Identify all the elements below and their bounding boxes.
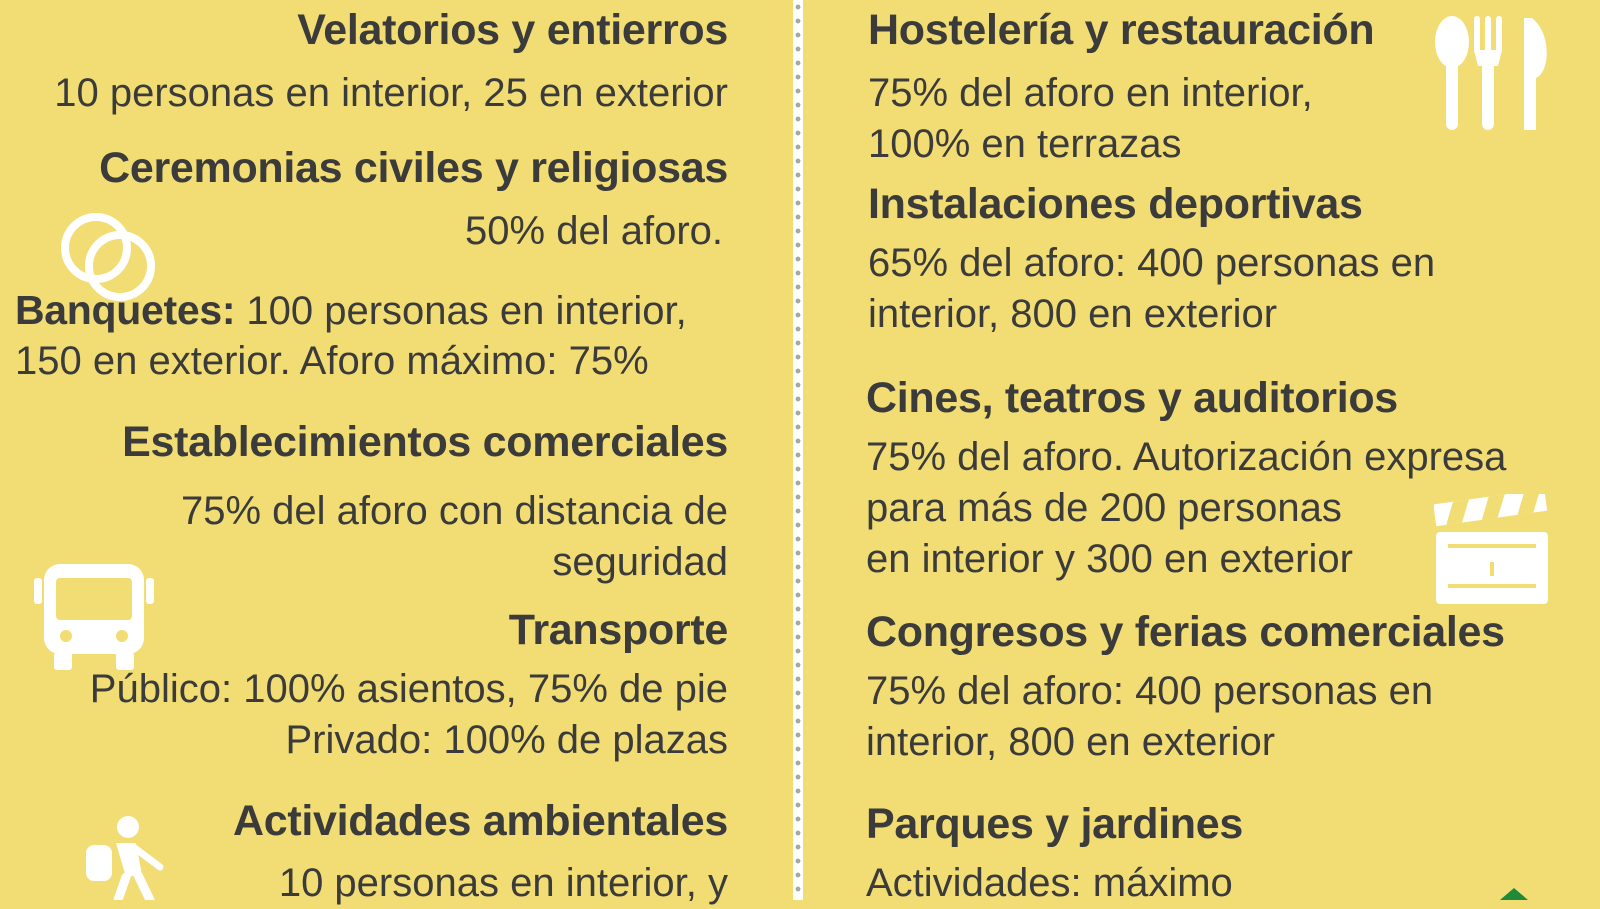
hiker-icon xyxy=(86,816,164,900)
section-label: Banquetes: xyxy=(15,287,236,333)
bus-icon xyxy=(34,564,154,670)
section-title: Congresos y ferias comerciales xyxy=(866,608,1505,656)
section-text: interior, 800 en exterior xyxy=(866,720,1276,764)
section-text: en interior y 300 en exterior xyxy=(866,537,1353,581)
dotted-divider xyxy=(793,0,803,900)
section-text: 75% del aforo. Autorización expresa xyxy=(866,435,1507,479)
section-title: Hostelería y restauración xyxy=(868,6,1375,54)
section-text: 150 en exterior. Aforo máximo: 75% xyxy=(15,339,649,383)
section-text: 75% del aforo con distancia de xyxy=(180,489,728,533)
rings-icon xyxy=(61,213,155,301)
section-text: para más de 200 personas xyxy=(866,486,1342,530)
section-title: Instalaciones deportivas xyxy=(868,180,1363,228)
section-title: Ceremonias civiles y religiosas xyxy=(99,144,728,192)
section-text: Privado: 100% de plazas xyxy=(285,718,729,762)
section-text: 100 personas en interior, xyxy=(246,289,687,333)
clapperboard-icon xyxy=(1434,494,1548,604)
section-text: Actividades: máximo xyxy=(866,861,1233,905)
section-text: 75% del aforo en interior, xyxy=(868,71,1313,115)
section-text: 100% en terrazas xyxy=(868,122,1182,166)
section-text: 10 personas en interior, y xyxy=(278,861,728,905)
section-text: seguridad xyxy=(552,540,728,584)
section-title: Establecimientos comerciales xyxy=(122,418,728,466)
section-text: interior, 800 en exterior xyxy=(868,292,1278,336)
section-title: Cines, teatros y auditorios xyxy=(866,374,1398,422)
section-text: 50% del aforo. xyxy=(465,209,723,253)
section-text: Público: 100% asientos, 75% de pie xyxy=(89,667,728,711)
cutlery-icon xyxy=(1435,16,1547,130)
tree-icon xyxy=(1500,888,1528,900)
section-title: Transporte xyxy=(508,606,729,654)
section-title: Actividades ambientales xyxy=(233,797,728,845)
section-text: 65% del aforo: 400 personas en xyxy=(868,241,1436,285)
section-title: Parques y jardines xyxy=(866,800,1244,848)
section-text: 10 personas en interior, 25 en exterior xyxy=(54,71,728,115)
section-title: Velatorios y entierros xyxy=(297,6,728,54)
section-text: 75% del aforo: 400 personas en xyxy=(866,669,1434,713)
